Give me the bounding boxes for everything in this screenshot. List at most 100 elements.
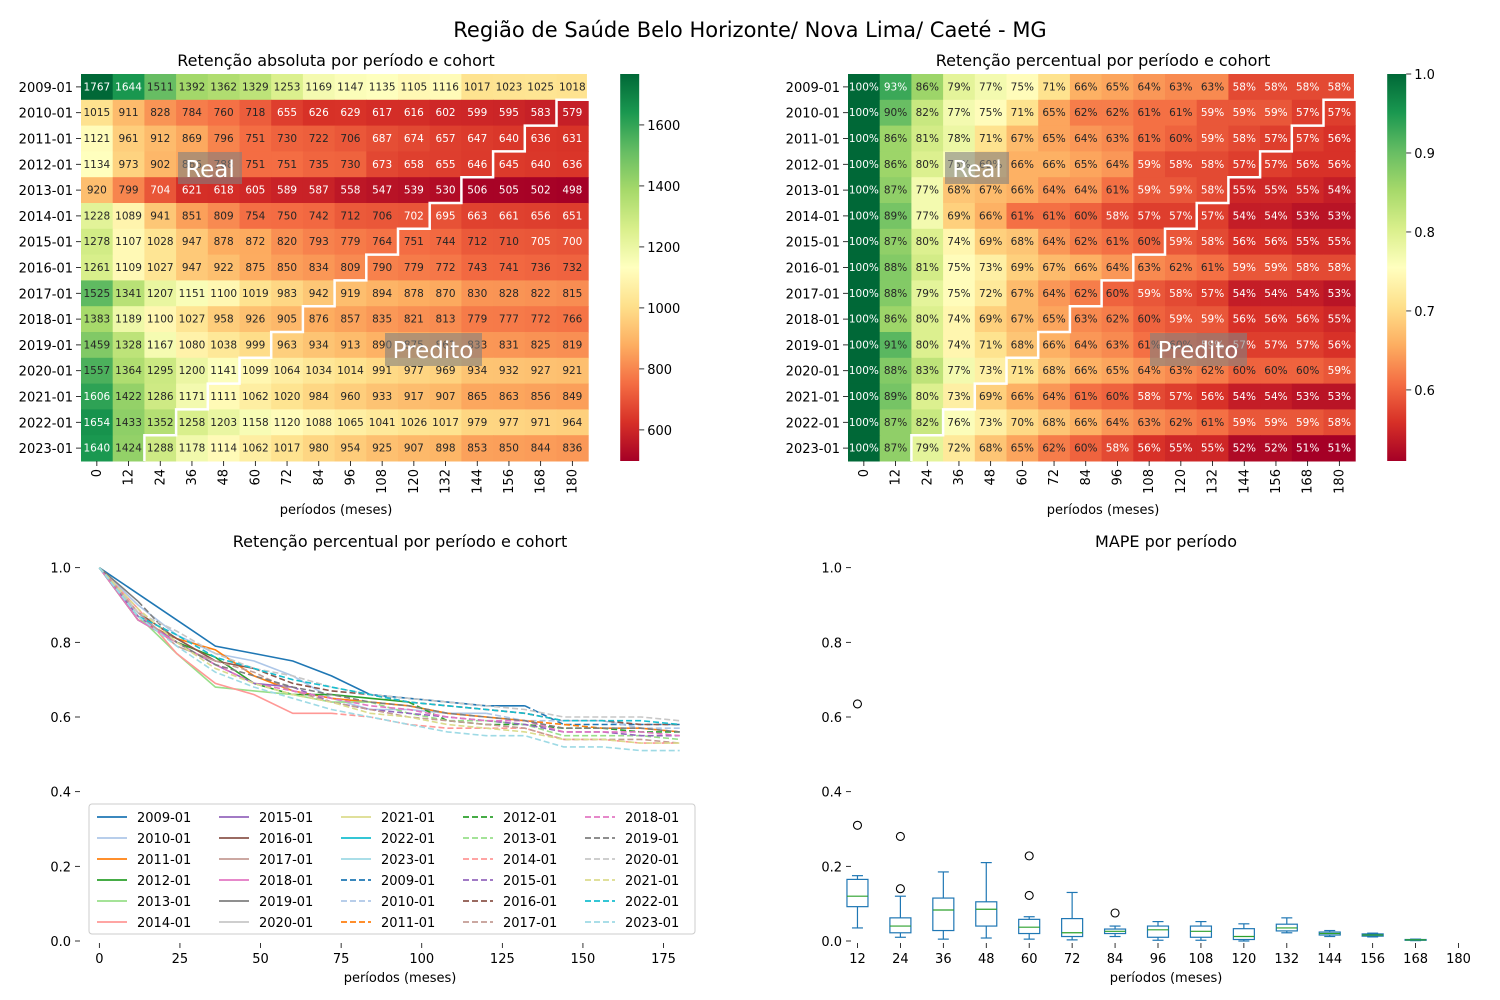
heatmap-cell: [1038, 151, 1071, 178]
heatmap-cell: [1323, 280, 1356, 307]
heatmap-cell-label: 905: [277, 314, 297, 326]
heatmap-cell-label: 59%: [1233, 262, 1256, 274]
heatmap-cell-label: 100%: [849, 210, 879, 222]
heatmap-x-tick-label: 180: [1332, 469, 1347, 494]
colorbar-tick-label: 0.7: [1414, 305, 1435, 320]
y-tick-label: 0.6: [50, 711, 71, 726]
heatmap-cell-label: 56%: [1296, 314, 1319, 326]
box-120: [1232, 923, 1255, 942]
heatmap-cell: [1228, 254, 1261, 281]
y-tick-label: 0.2: [821, 860, 842, 875]
heatmap-cell-label: 71%: [1011, 365, 1034, 377]
heatmap-cell-label: 63%: [1106, 133, 1129, 145]
heatmap-cell: [366, 280, 399, 307]
legend-label: 2009-01: [381, 874, 435, 889]
heatmap-cell: [429, 383, 462, 410]
heatmap-cell: [334, 99, 367, 127]
x-tick-label: 75: [333, 952, 350, 967]
heatmap-cell: [1228, 306, 1261, 333]
heatmap-cell: [302, 151, 336, 178]
heatmap-cell-label: 69%: [979, 236, 1002, 248]
heatmap-cell-label: 64%: [1106, 159, 1129, 171]
heatmap-cell: [1006, 409, 1039, 436]
heatmap-cell: [556, 177, 589, 204]
heatmap-x-tick-label: 180: [565, 469, 580, 494]
heatmap-cell: [1165, 409, 1198, 436]
heatmap-cell-label: 964: [562, 417, 582, 429]
y-tick-label: 0.8: [50, 636, 71, 651]
box-24: [889, 831, 912, 938]
heatmap-absolute-predicted-overlay: Predito: [385, 333, 482, 366]
colorbar-tick-label: 800: [647, 363, 672, 378]
heatmap-cell-label: 60%: [1169, 133, 1192, 145]
heatmap-cell-label: 72%: [979, 288, 1002, 300]
heatmap-x-tick-label: 72: [1047, 469, 1062, 486]
heatmap-cell-label: 655: [277, 107, 297, 119]
heatmap-cell: [429, 280, 462, 307]
heatmap-cell: [879, 357, 912, 385]
heatmap-cell: [1165, 203, 1198, 230]
heatmap-cell: [556, 383, 589, 410]
heatmap-cell: [112, 74, 145, 101]
heatmap-cell: [239, 280, 272, 307]
line-chart-series: [98, 567, 680, 752]
heatmap-cell-label: 66%: [1042, 159, 1065, 171]
legend-label: 2019-01: [625, 832, 679, 847]
outlier-point: [1110, 908, 1120, 918]
heatmap-cell: [943, 74, 976, 101]
heatmap-cell: [429, 99, 462, 127]
heatmap-cell: [848, 435, 881, 462]
heatmap-cell: [302, 435, 336, 462]
heatmap-cell: [176, 228, 209, 256]
heatmap-cell-label: 69%: [947, 210, 970, 222]
heatmap-cell: [239, 99, 272, 127]
boxplot-axes: 0.0 0.2 0.4 0.6 0.8 1.0 12 24 36 48 60 72 84 96 108 120…: [821, 562, 1471, 967]
heatmap-cell: [271, 306, 304, 333]
heatmap-cell-label: 56%: [1233, 314, 1256, 326]
heatmap-cell: [1133, 409, 1166, 436]
heatmap-cell: [271, 383, 304, 410]
heatmap-cell-label: 1200: [179, 365, 206, 377]
heatmap-cell: [144, 99, 177, 127]
heatmap-cell-label: 1034: [305, 365, 332, 377]
heatmap-cell: [848, 254, 881, 281]
heatmap-absolute-title: Retenção absoluta por período e cohort: [177, 51, 495, 70]
y-tick-label: 0.2: [50, 860, 71, 875]
heatmap-cell-label: 1644: [115, 81, 142, 93]
heatmap-cell: [112, 125, 145, 152]
heatmap-cell-label: 60%: [1137, 236, 1160, 248]
line-chart-xlabel: períodos (meses): [344, 971, 457, 986]
heatmap-cell-label: 849: [562, 391, 582, 403]
heatmap-cell: [556, 74, 589, 101]
heatmap-cell: [879, 254, 912, 281]
heatmap-cell: [207, 357, 240, 385]
heatmap-cell-label: 65%: [1042, 314, 1065, 326]
heatmap-cell-label: 605: [245, 185, 265, 197]
heatmap-cell-label: 732: [562, 262, 582, 274]
figure-title: Região de Saúde Belo Horizonte/ Nova Lim…: [453, 18, 1046, 42]
heatmap-cell: [1069, 383, 1103, 410]
heatmap-cell: [848, 151, 881, 178]
heatmap-cell-label: 932: [499, 365, 519, 377]
heatmap-cell: [556, 228, 589, 256]
heatmap-cell-label: 865: [467, 391, 487, 403]
heatmap-cell-label: 54%: [1233, 288, 1256, 300]
heatmap-cell-label: 100%: [849, 262, 879, 274]
heatmap-cell: [1260, 383, 1293, 410]
heatmap-y-tick-label: 2018-01: [19, 313, 73, 328]
heatmap-cell-label: 1027: [147, 262, 174, 274]
heatmap-cell: [943, 357, 976, 385]
heatmap-cell: [112, 409, 145, 436]
heatmap-cell-label: 56%: [1328, 159, 1351, 171]
heatmap-cell: [974, 306, 1007, 333]
heatmap-cell-label: 86%: [884, 133, 907, 145]
heatmap-cell: [911, 435, 944, 462]
heatmap-cell-label: 579: [562, 107, 582, 119]
heatmap-percent-x-ticks: 0 12 24 36 48 60 72 84 96 108 120 132 144 156 168 180: [857, 461, 1347, 494]
x-tick-label: 25: [172, 952, 189, 967]
heatmap-cell: [461, 280, 494, 307]
heatmap-cell-label: 751: [245, 133, 265, 145]
heatmap-cell: [848, 357, 881, 385]
heatmap-cell-label: 695: [436, 210, 456, 222]
